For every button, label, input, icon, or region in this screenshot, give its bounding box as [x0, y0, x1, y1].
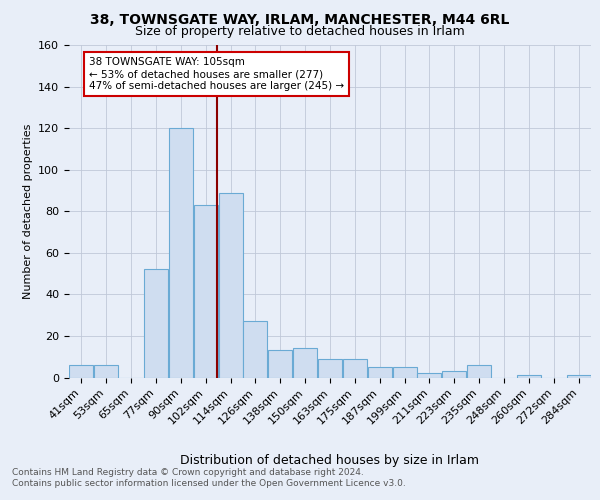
Bar — [169, 128, 193, 378]
Bar — [218, 192, 242, 378]
Y-axis label: Number of detached properties: Number of detached properties — [23, 124, 32, 299]
Bar — [343, 359, 367, 378]
Bar — [467, 365, 491, 378]
Bar — [94, 365, 118, 378]
Bar — [318, 359, 342, 378]
Bar — [566, 376, 590, 378]
Bar — [144, 270, 168, 378]
Bar — [517, 376, 541, 378]
Text: Contains HM Land Registry data © Crown copyright and database right 2024.
Contai: Contains HM Land Registry data © Crown c… — [12, 468, 406, 487]
Bar — [244, 322, 268, 378]
Text: 38, TOWNSGATE WAY, IRLAM, MANCHESTER, M44 6RL: 38, TOWNSGATE WAY, IRLAM, MANCHESTER, M4… — [91, 12, 509, 26]
Bar — [70, 365, 94, 378]
Bar — [194, 205, 218, 378]
Bar — [418, 374, 442, 378]
Bar — [392, 367, 416, 378]
Bar — [368, 367, 392, 378]
Bar — [268, 350, 292, 378]
Bar — [442, 372, 466, 378]
Bar — [293, 348, 317, 378]
Text: 38 TOWNSGATE WAY: 105sqm
← 53% of detached houses are smaller (277)
47% of semi-: 38 TOWNSGATE WAY: 105sqm ← 53% of detach… — [89, 58, 344, 90]
Text: Size of property relative to detached houses in Irlam: Size of property relative to detached ho… — [135, 25, 465, 38]
X-axis label: Distribution of detached houses by size in Irlam: Distribution of detached houses by size … — [181, 454, 479, 467]
